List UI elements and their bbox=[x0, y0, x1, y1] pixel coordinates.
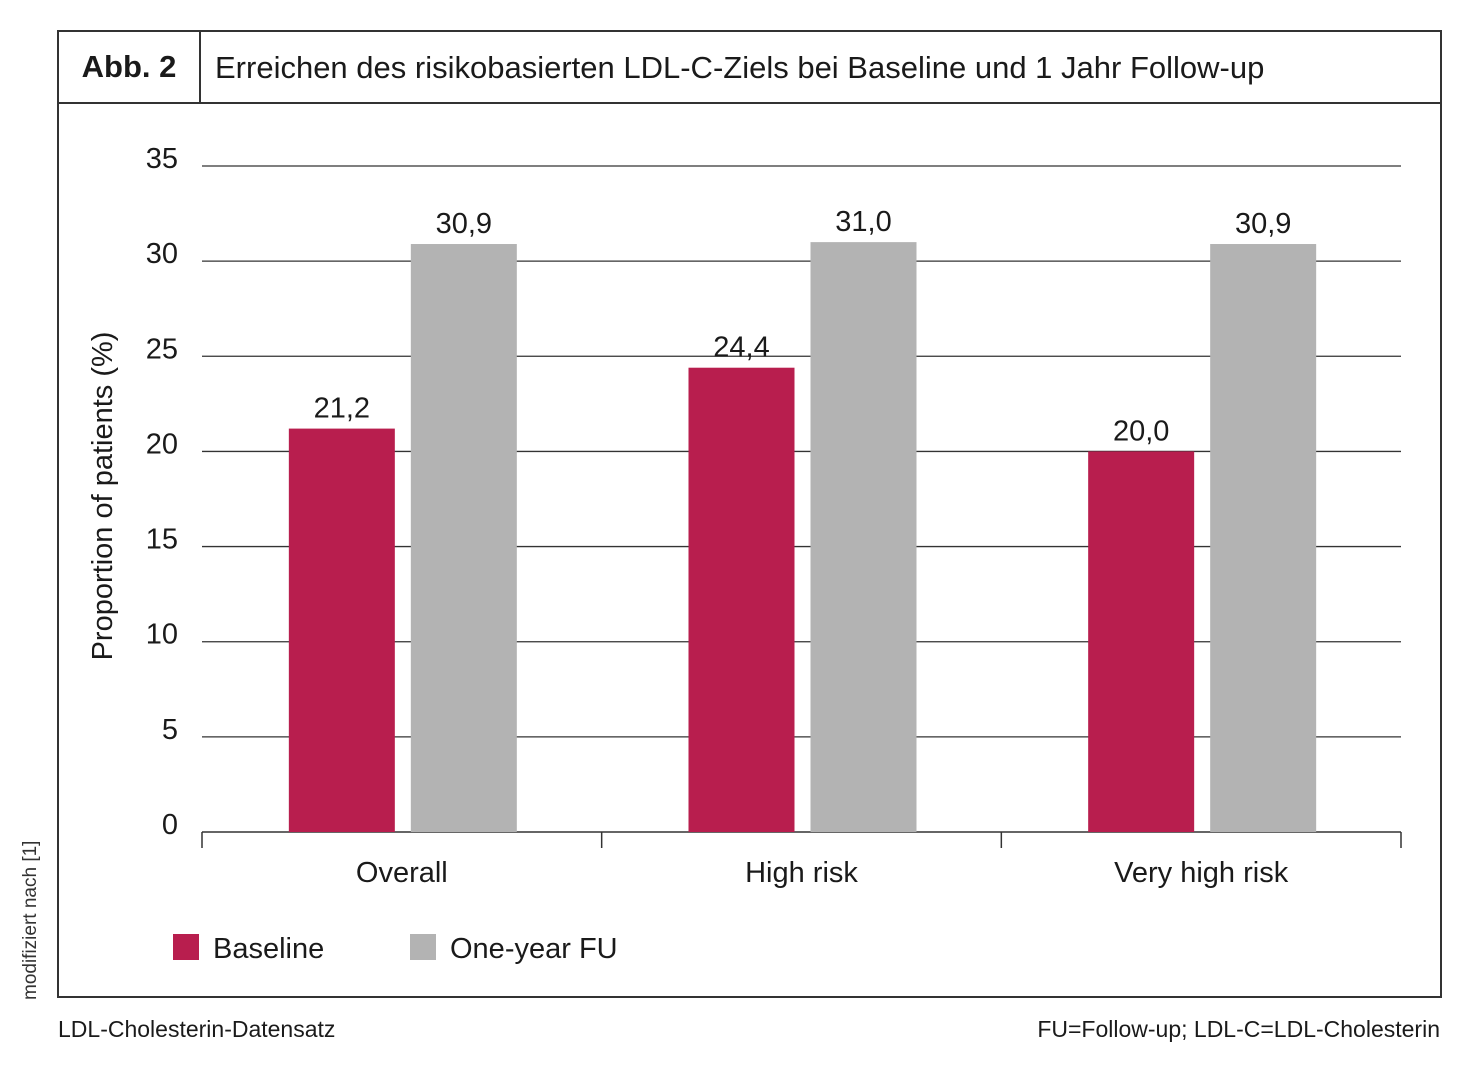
figure-label: Abb. 2 bbox=[59, 32, 201, 102]
data-label: 30,9 bbox=[436, 208, 492, 240]
y-tick-label: 5 bbox=[162, 714, 178, 746]
x-category-label: Overall bbox=[356, 857, 448, 889]
y-tick-label: 0 bbox=[162, 809, 178, 841]
bar-baseline bbox=[1088, 451, 1195, 832]
legend-swatch-baseline bbox=[173, 934, 199, 960]
bar-followup bbox=[410, 244, 517, 832]
legend-label: One-year FU bbox=[450, 933, 618, 965]
source-note: modifiziert nach [1] bbox=[20, 840, 41, 1000]
figure-header: Abb. 2 Erreichen des risikobasierten LDL… bbox=[59, 32, 1440, 104]
y-tick-label: 35 bbox=[146, 143, 178, 175]
y-tick-label: 10 bbox=[146, 619, 178, 651]
y-tick-label: 30 bbox=[146, 238, 178, 270]
y-tick-label: 15 bbox=[146, 524, 178, 556]
data-label: 20,0 bbox=[1113, 415, 1169, 447]
legend-label: Baseline bbox=[213, 933, 324, 965]
chart-title: Erreichen des risikobasierten LDL-C-Ziel… bbox=[215, 50, 1265, 85]
data-label: 21,2 bbox=[314, 393, 370, 425]
legend-swatch-followup bbox=[410, 934, 436, 960]
data-label: 31,0 bbox=[835, 206, 891, 238]
footer-right: FU=Follow-up; LDL-C=LDL-Cholesterin bbox=[1037, 1016, 1440, 1042]
x-category-label: Very high risk bbox=[1114, 857, 1289, 889]
y-axis-label: Proportion of patients (%) bbox=[87, 332, 119, 661]
figure-frame: Abb. 2 Erreichen des risikobasierten LDL… bbox=[57, 30, 1442, 998]
y-tick-label: 20 bbox=[146, 428, 178, 460]
bar-followup bbox=[1210, 244, 1317, 832]
bar-followup bbox=[810, 242, 917, 833]
data-label: 30,9 bbox=[1235, 208, 1291, 240]
data-label: 24,4 bbox=[713, 332, 769, 364]
y-tick-label: 25 bbox=[146, 333, 178, 365]
footer-left: LDL-Cholesterin-Datensatz bbox=[58, 1016, 336, 1042]
bar-baseline bbox=[288, 428, 395, 832]
x-category-label: High risk bbox=[745, 857, 858, 889]
bar-baseline bbox=[688, 367, 795, 832]
